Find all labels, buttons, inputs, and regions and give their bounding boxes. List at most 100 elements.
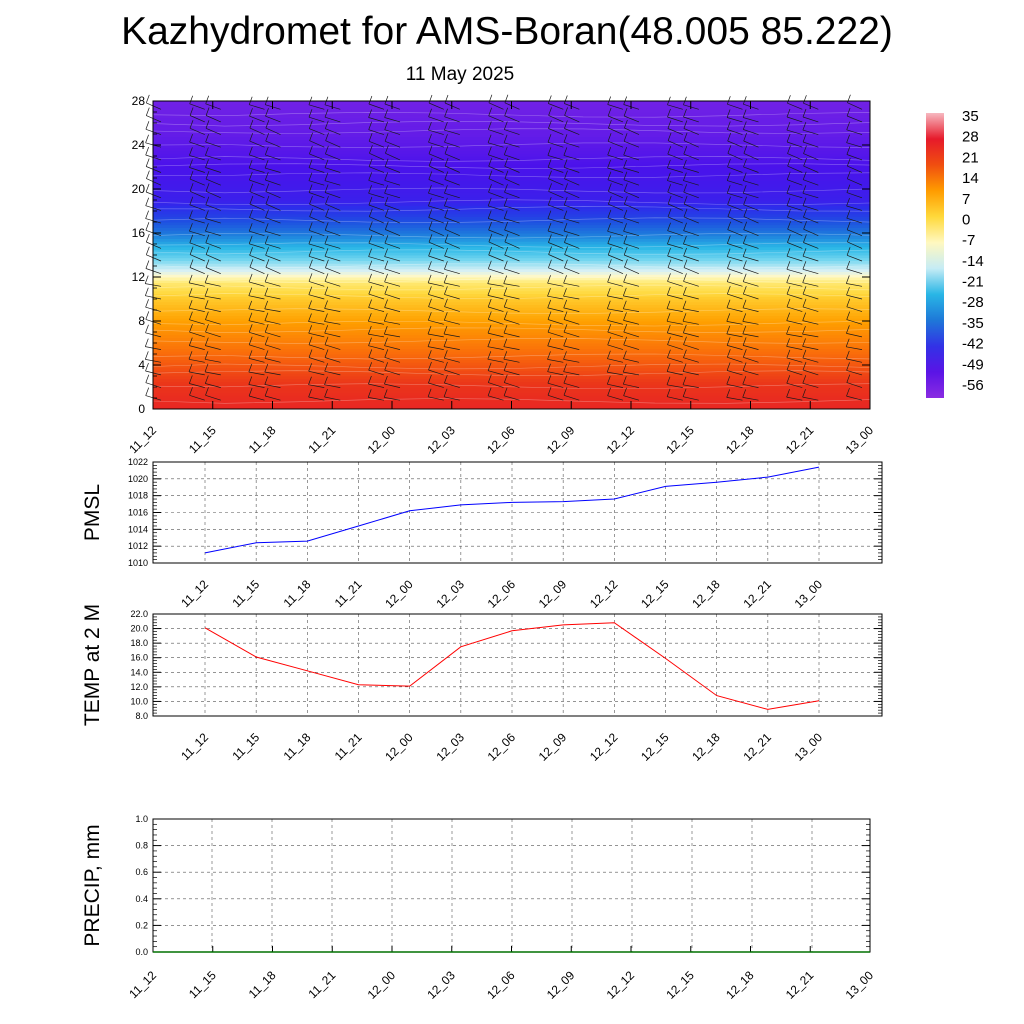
- wind-barb: [847, 241, 863, 249]
- wind-barb: [726, 333, 743, 338]
- wind-barb-feather: [368, 299, 372, 308]
- wind-barb: [368, 204, 385, 211]
- wind-barb-feather: [428, 247, 432, 257]
- wind-barb: [623, 115, 640, 123]
- chart-subtitle: 11 May 2025: [405, 64, 515, 85]
- wind-barb-feather: [504, 233, 509, 243]
- wind-barb: [727, 117, 743, 123]
- wind-barb-feather: [726, 325, 731, 335]
- wind-barb-feather: [607, 223, 611, 232]
- wind-barb-feather: [248, 159, 253, 169]
- wind-barb: [846, 358, 863, 363]
- wind-barb-feather: [563, 147, 568, 156]
- heatmap-band: [153, 199, 870, 204]
- wind-barb-feather: [487, 387, 492, 396]
- wind-barb-feather: [368, 121, 373, 130]
- x-tick-label: 13_00: [792, 730, 826, 764]
- wind-barb-feather: [787, 145, 791, 154]
- wind-barb-feather: [487, 197, 492, 207]
- wind-barb: [188, 295, 205, 300]
- wind-barb: [727, 256, 743, 262]
- wind-barb-feather: [623, 107, 628, 117]
- wind-barb-feather: [368, 235, 373, 244]
- x-tick-label: 12_15: [638, 577, 672, 611]
- wind-barb: [786, 255, 803, 262]
- wind-barb-feather: [205, 210, 209, 219]
- wind-barb: [428, 294, 444, 300]
- wind-barb: [248, 371, 265, 376]
- wind-barb: [368, 268, 385, 275]
- heatmap-band: [153, 180, 870, 184]
- wind-barb: [787, 102, 803, 110]
- wind-barb: [846, 115, 863, 123]
- wind-barb: [683, 396, 699, 401]
- heatmap-band: [153, 174, 870, 179]
- wind-barb: [205, 204, 221, 211]
- wind-barb-feather: [623, 246, 628, 256]
- wind-barb-feather: [623, 235, 628, 244]
- wind-barb: [249, 344, 265, 350]
- wind-barb: [846, 217, 863, 224]
- wind-barb: [727, 192, 743, 199]
- wind-barb-feather: [144, 338, 149, 347]
- wind-barb-feather: [727, 196, 731, 205]
- wind-barb-feather: [845, 350, 850, 360]
- wind-barb-feather: [444, 247, 448, 257]
- wind-barb: [205, 307, 221, 312]
- wind-barb-feather: [623, 133, 628, 142]
- heatmap-band: [153, 254, 870, 259]
- colorbar-label: 7: [962, 191, 970, 208]
- wind-barb: [308, 255, 325, 262]
- wind-barb: [802, 382, 819, 388]
- wind-barb-feather: [264, 171, 269, 181]
- wind-barb: [384, 242, 401, 249]
- heatmap-band: [153, 353, 870, 358]
- wind-barb-feather: [503, 275, 508, 284]
- wind-barb: [249, 217, 265, 224]
- wind-barb: [427, 333, 444, 338]
- wind-barb: [369, 229, 385, 237]
- wind-barb-feather: [248, 171, 253, 181]
- wind-barb: [504, 268, 520, 275]
- wind-barb: [786, 293, 803, 300]
- wind-barb: [488, 205, 504, 211]
- wind-barb: [683, 243, 699, 249]
- wind-barb: [667, 255, 683, 262]
- x-tick-label: 12_06: [485, 730, 519, 764]
- wind-barb-feather: [802, 108, 807, 118]
- wind-barb: [743, 192, 759, 199]
- wind-barb-feather: [368, 362, 373, 371]
- wind-barb: [802, 369, 819, 376]
- y-tick-label: 0.4: [135, 894, 148, 904]
- wind-barb-feather: [683, 172, 687, 181]
- wind-barb-feather: [563, 210, 568, 219]
- wind-barb-feather: [308, 388, 312, 398]
- wind-barb-feather: [607, 209, 612, 219]
- wind-barb: [623, 154, 640, 161]
- wind-barb-feather: [145, 222, 150, 231]
- wind-barb: [488, 229, 504, 237]
- wind-barb: [249, 243, 265, 249]
- wind-barb-feather: [204, 337, 209, 346]
- contour-line: [152, 320, 871, 327]
- wind-barb: [548, 115, 564, 123]
- wind-barb-feather: [145, 299, 149, 308]
- wind-barb: [205, 167, 221, 173]
- heatmap-panel: 0 4 8 12 16 20 24 28 11_12 11_15 11_18 11_21 12_00 12…: [126, 94, 876, 457]
- wind-barb-feather: [666, 376, 671, 385]
- wind-barb-feather: [189, 323, 193, 333]
- wind-barb: [607, 179, 624, 186]
- wind-barb: [428, 141, 444, 148]
- wind-barb: [368, 345, 385, 350]
- wind-barb: [369, 152, 385, 161]
- wind-barb-feather: [383, 389, 388, 398]
- wind-barb-feather: [324, 222, 329, 231]
- wind-barb-feather: [487, 298, 492, 308]
- wind-barb-feather: [802, 388, 806, 398]
- wind-barb-feather: [666, 324, 671, 334]
- y-tick-label: 4: [138, 358, 145, 372]
- series-line: [204, 622, 820, 710]
- wind-barb: [547, 282, 564, 287]
- wind-barb: [324, 370, 341, 376]
- y-tick-label: 12: [132, 270, 146, 284]
